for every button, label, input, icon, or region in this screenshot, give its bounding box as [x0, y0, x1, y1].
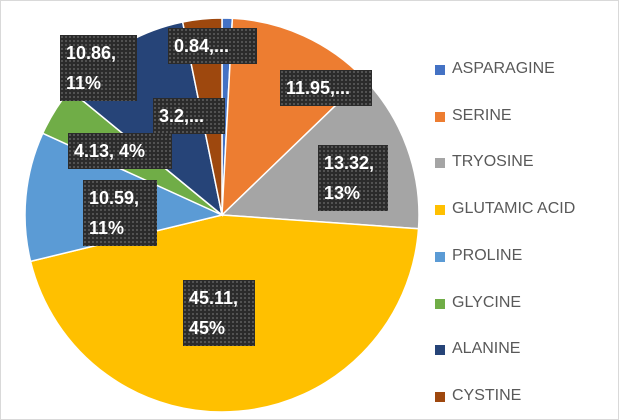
data-label: 10.86, 11% — [60, 35, 137, 101]
legend-label: TRYOSINE — [452, 153, 534, 171]
legend-label: ALANINE — [452, 340, 521, 358]
legend-label: GLUTAMIC ACID — [452, 200, 576, 218]
legend-swatch — [435, 158, 445, 169]
legend-swatch — [435, 205, 445, 216]
legend-swatch — [435, 345, 445, 356]
data-label: 13.32, 13% — [318, 145, 388, 211]
legend-label: SERINE — [452, 106, 512, 124]
legend-swatch — [435, 391, 445, 402]
data-label: 0.84,... — [168, 28, 257, 64]
legend-swatch — [435, 251, 445, 262]
data-label: 45.11, 45% — [183, 280, 255, 346]
data-label: 4.13, 4% — [68, 133, 172, 169]
legend-label: GLYCINE — [452, 293, 522, 311]
legend-label: PROLINE — [452, 246, 523, 264]
legend-swatch — [435, 65, 445, 75]
legend-swatch — [435, 111, 445, 122]
legend-swatch — [435, 298, 445, 309]
data-label: 3.2,... — [153, 98, 225, 134]
legend-label: CYSTINE — [452, 386, 522, 404]
data-label: 11.95,... — [280, 70, 372, 106]
data-label: 10.59, 11% — [83, 180, 157, 246]
legend-label: ASPARAGINE — [452, 60, 555, 77]
